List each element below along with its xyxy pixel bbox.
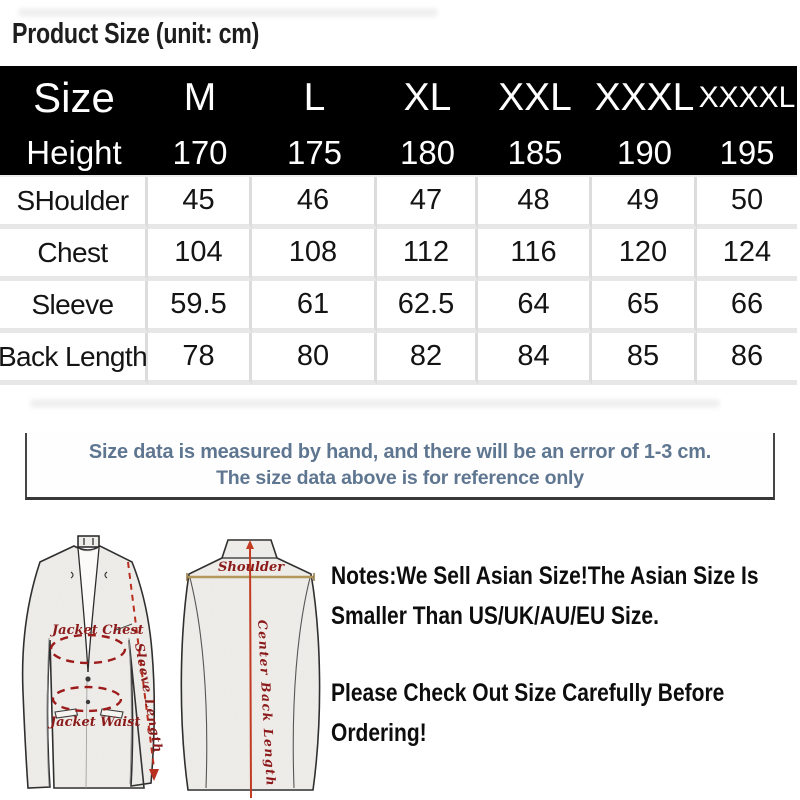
waist-measure-line <box>51 685 123 713</box>
notes-line: Please Check Out Size Carefully Before <box>331 679 725 707</box>
table-cell: 86 <box>697 333 797 385</box>
scan-artifact-top <box>18 8 438 17</box>
row-label-sleeve: Sleeve <box>0 281 148 333</box>
row-label-chest: Chest <box>0 229 148 281</box>
size-col-xxxl: XXXL <box>594 76 695 119</box>
jacket-chest-label: Jacket Chest <box>49 623 144 638</box>
table-cell: 112 <box>377 229 478 281</box>
height-value: 180 <box>399 133 456 171</box>
size-corner-label: Size <box>33 74 115 121</box>
size-col-m: M <box>183 76 217 119</box>
chest-measure-line <box>49 633 127 665</box>
table-cell: 116 <box>478 229 592 281</box>
table-cell: 45 <box>148 177 252 229</box>
height-header-row: Height 170 175 180 185 190 195 <box>0 130 797 175</box>
notes-line: Notes:We Sell Asian Size!The Asian Size … <box>331 562 759 590</box>
table-cell: 62.5 <box>377 281 478 333</box>
arrow-down-icon <box>149 769 159 781</box>
size-table-body: SHoulder 45 46 47 48 49 50 Chest 104 108… <box>0 175 797 385</box>
pocket <box>99 708 124 719</box>
center-back-measure-line <box>249 545 252 799</box>
table-cell: 59.5 <box>148 281 252 333</box>
size-table-header: Size M L XL XXL XXXL XXXXL Height 170 17… <box>0 66 797 175</box>
collar-detail <box>77 535 100 548</box>
arrow-up-icon <box>246 540 254 549</box>
disclaimer-line1: Size data is measured by hand, and there… <box>88 440 712 463</box>
jacket-waist-label: Jacket Waist <box>47 715 140 730</box>
back-jacket-diagram: Shoulder Center Back Length <box>180 539 321 799</box>
size-col-xl: XL <box>403 76 452 119</box>
size-col-xxxxl: XXXXL <box>698 81 796 114</box>
table-cell: 61 <box>252 281 377 333</box>
sleeve-measure-line <box>127 561 155 769</box>
height-value: 170 <box>172 133 228 171</box>
height-value: 195 <box>719 133 775 171</box>
table-cell: 84 <box>478 333 592 385</box>
page-title: Product Size (unit: cm) <box>12 18 260 50</box>
height-value: 185 <box>507 133 563 171</box>
table-cell: 78 <box>148 333 252 385</box>
table-cell: 46 <box>252 177 377 229</box>
height-value: 175 <box>286 133 343 171</box>
size-col-l: L <box>303 76 326 119</box>
front-jacket-diagram: Jacket Chest Jacket Waist Sleeve Length <box>21 535 166 789</box>
scan-artifact-middle <box>30 399 720 408</box>
table-cell: 48 <box>478 177 592 229</box>
pocket <box>54 708 79 719</box>
table-cell: 80 <box>252 333 377 385</box>
height-row-label: Height <box>26 133 122 171</box>
shoulder-label: Shoulder <box>218 560 285 575</box>
paragraph-gap <box>331 636 800 673</box>
size-table: Size M L XL XXL XXXL XXXXL Height 170 17… <box>0 66 797 385</box>
table-cell: 82 <box>377 333 478 385</box>
size-col-xxl: XXL <box>498 76 572 119</box>
table-cell: 124 <box>697 229 797 281</box>
table-cell: 66 <box>697 281 797 333</box>
table-cell: 108 <box>252 229 377 281</box>
notes-text: Notes:We Sell Asian Size!The Asian Size … <box>331 556 800 753</box>
table-cell: 49 <box>592 177 697 229</box>
table-cell: 64 <box>478 281 592 333</box>
notes-line: Ordering! <box>331 719 427 747</box>
table-cell: 85 <box>592 333 697 385</box>
row-label-back-length: Back Length <box>0 333 148 385</box>
disclaimer-line2: The size data above is for reference onl… <box>216 467 584 489</box>
button <box>85 699 91 705</box>
table-cell: 47 <box>377 177 478 229</box>
disclaimer-box: Size data is measured by hand, and there… <box>25 433 775 500</box>
notes-line: Smaller Than US/UK/AU/EU Size. <box>331 602 659 630</box>
row-label-shoulder: SHoulder <box>0 177 148 229</box>
height-value: 190 <box>616 133 673 171</box>
table-cell: 120 <box>592 229 697 281</box>
size-header-row: Size M L XL XXL XXXL XXXXL <box>0 66 797 130</box>
button <box>85 676 91 682</box>
table-cell: 65 <box>592 281 697 333</box>
table-cell: 50 <box>697 177 797 229</box>
table-cell: 104 <box>148 229 252 281</box>
